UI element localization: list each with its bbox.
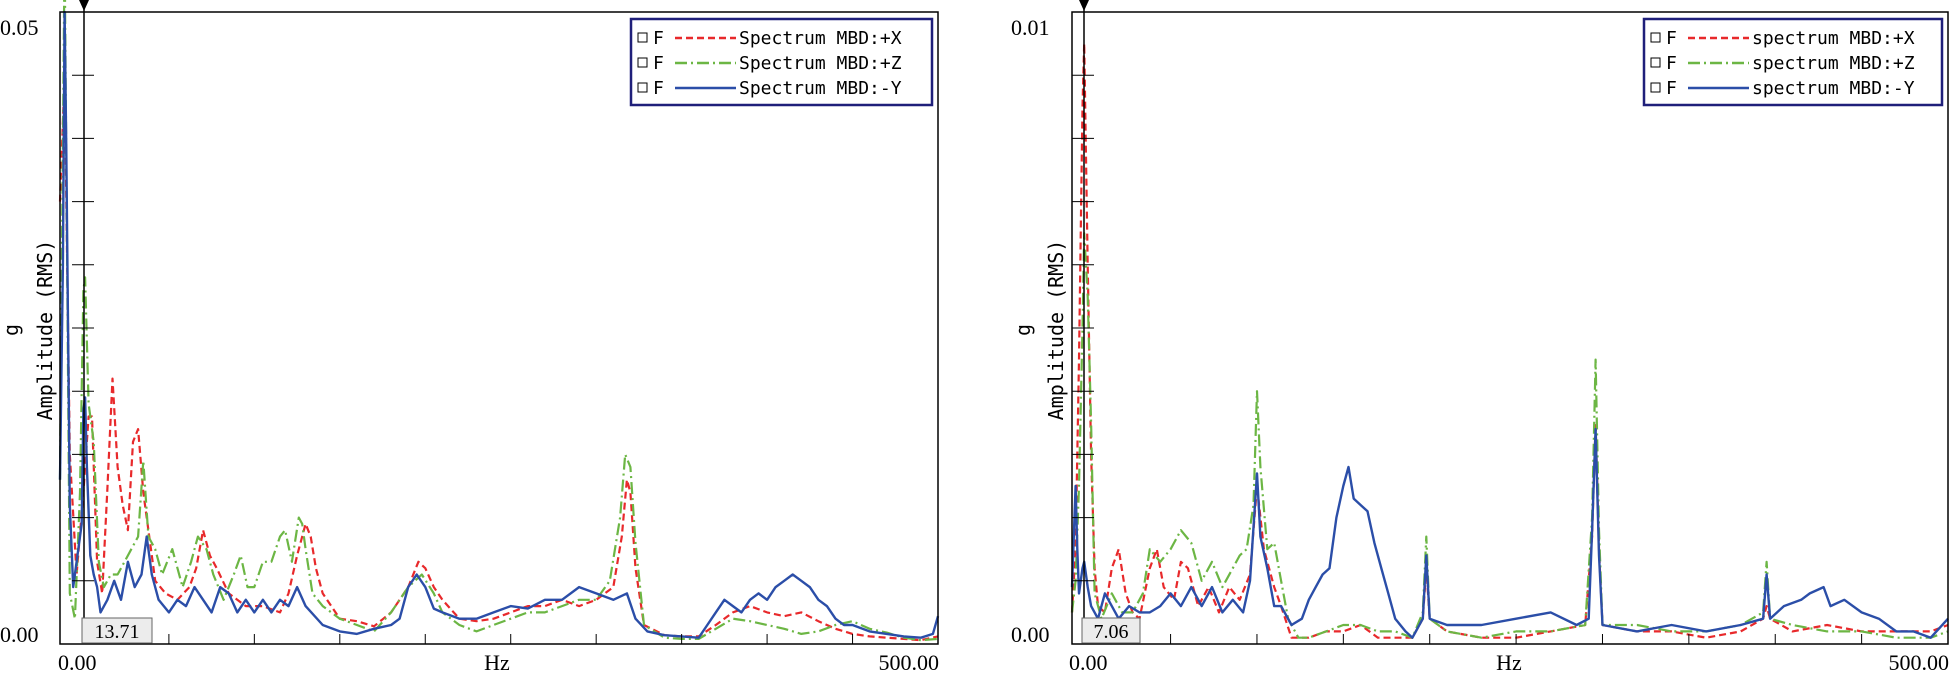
y-bottom-label-left: 0.00 [0, 622, 39, 647]
x-axis-label-left: Hz [484, 650, 510, 674]
legend-right: F spectrum MBD:+X F spectrum MBD:+Z F sp… [1642, 17, 1944, 107]
legend-row: F Spectrum MBD:+Z [637, 53, 902, 74]
legend-checkbox-icon[interactable] [637, 32, 648, 43]
legend-marker: F [653, 53, 664, 74]
legend-checkbox-icon[interactable] [1650, 32, 1661, 43]
plot-frame-left [59, 11, 939, 645]
series-line-plus-z [1070, 232, 1949, 639]
chart-left: g Amplitude (RMS) 0.05 0.00 0.00 Hz 500.… [0, 0, 940, 675]
plot-frame-right [1071, 11, 1949, 645]
x-start-label-left: 0.00 [58, 650, 97, 674]
legend-label: spectrum MBD:+X [1752, 28, 1915, 49]
x-end-label-left: 500.00 [879, 650, 940, 674]
legend-checkbox-icon[interactable] [637, 57, 648, 68]
y-unit-label-left: g [0, 324, 23, 336]
y-axis-label-left: Amplitude (RMS) [33, 240, 57, 421]
series-layer-right [1070, 42, 1949, 639]
series-line-minus-y [58, 10, 940, 639]
series-line-plus-x [1070, 42, 1949, 639]
cursor-readout-right: 7.06 [1094, 621, 1129, 643]
y-unit-label-right: g [1011, 324, 1035, 336]
legend-marker: F [653, 28, 664, 49]
cursor-readout-box-right [1081, 617, 1141, 644]
legend-label: spectrum MBD:-Y [1752, 78, 1915, 99]
series-line-plus-x [58, 74, 939, 642]
legend-checkbox-icon[interactable] [1650, 82, 1661, 93]
legend-row: F spectrum MBD:-Y [1650, 78, 1915, 99]
legend-row: F spectrum MBD:+Z [1650, 53, 1915, 74]
legend-label: Spectrum MBD:+Z [739, 53, 902, 74]
legend-marker: F [653, 78, 664, 99]
legend-marker: F [1666, 28, 1677, 49]
x-end-label-right: 500.00 [1889, 650, 1950, 674]
cursor-marker-right[interactable] [1079, 0, 1089, 11]
legend-row: F Spectrum MBD:+X [637, 28, 902, 49]
y-top-label-right: 0.01 [1011, 15, 1050, 40]
legend-marker: F [1666, 53, 1677, 74]
x-axis-label-right: Hz [1496, 650, 1522, 674]
y-bottom-label-right: 0.00 [1011, 622, 1050, 647]
ticks-right [1072, 11, 1949, 645]
ticks-left [72, 11, 939, 645]
legend-left: F Spectrum MBD:+X F Spectrum MBD:+Z F Sp… [629, 17, 934, 107]
legend-marker: F [1666, 78, 1677, 99]
legend-checkbox-icon[interactable] [1650, 57, 1661, 68]
legend-row: F spectrum MBD:+X [1650, 28, 1915, 49]
legend-checkbox-icon[interactable] [637, 82, 648, 93]
x-start-label-right: 0.00 [1069, 650, 1108, 674]
y-axis-label-right: Amplitude (RMS) [1044, 240, 1068, 421]
series-line-minus-y [1070, 427, 1949, 639]
legend-label: Spectrum MBD:-Y [739, 78, 902, 99]
series-line-plus-z [58, 0, 939, 642]
cursor-marker-left[interactable] [79, 0, 89, 11]
chart-right: g Amplitude (RMS) 0.01 0.00 0.00 Hz 500.… [1011, 0, 1950, 675]
legend-label: Spectrum MBD:+X [739, 28, 902, 49]
y-top-label-left: 0.05 [0, 15, 39, 40]
cursor-readout-left: 13.71 [95, 621, 140, 643]
series-layer-left [58, 0, 940, 642]
legend-row: F Spectrum MBD:-Y [637, 78, 902, 99]
legend-label: spectrum MBD:+Z [1752, 53, 1915, 74]
cursor-readout-box-left [81, 617, 153, 644]
